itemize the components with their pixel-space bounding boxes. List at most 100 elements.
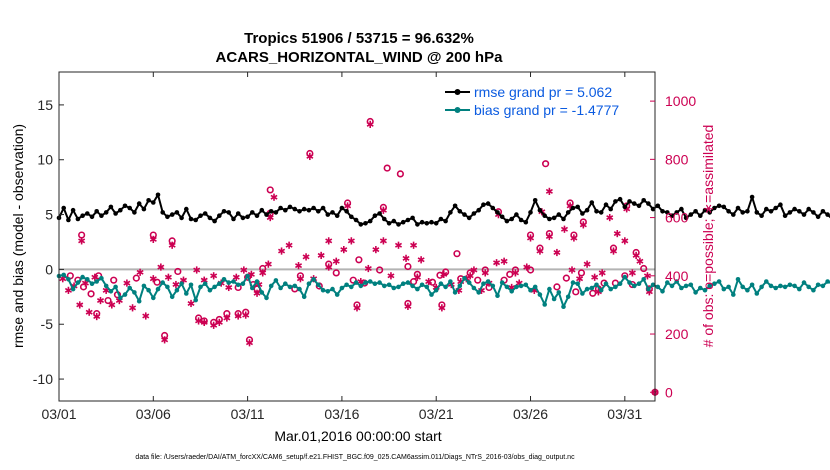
bias-point	[419, 282, 425, 288]
y-axis-left-ticks: -10 -5 0 5 10 15	[33, 97, 64, 387]
rmse-point	[608, 206, 613, 212]
obs-assimilated-marker	[225, 283, 233, 292]
legend-rmse-marker	[454, 89, 461, 95]
bias-point	[429, 292, 434, 297]
bias-point	[598, 287, 604, 293]
obs-possible-marker	[542, 160, 550, 168]
obs-star-stroke	[253, 290, 261, 296]
rmse-point	[735, 205, 741, 211]
rmse-point	[160, 210, 165, 215]
bias-point	[127, 285, 132, 291]
obs-star-stroke	[215, 319, 223, 325]
bias-point	[665, 280, 670, 285]
rmse-point	[193, 217, 198, 223]
x-tick-label: 03/16	[324, 406, 359, 422]
obs-star-stroke	[357, 279, 365, 285]
obs-star-stroke	[500, 258, 508, 264]
obs-assimilated-marker	[591, 273, 599, 281]
rmse-point	[457, 209, 463, 214]
rmse-point	[424, 221, 430, 226]
obs-star-stroke	[394, 242, 403, 248]
obs-star-stroke	[332, 258, 340, 264]
bias-point	[330, 286, 335, 292]
bias-point	[334, 292, 340, 297]
obs-star-stroke	[613, 231, 621, 237]
obs-assimilated-marker	[579, 221, 587, 229]
bias-point	[405, 280, 411, 285]
rmse-point	[202, 211, 208, 216]
obs-assimilated-marker	[425, 278, 433, 286]
obs-star-stroke	[404, 303, 412, 309]
obs-possible-marker	[376, 266, 384, 274]
rmse-point	[820, 209, 826, 214]
rmse-point	[179, 215, 184, 221]
obs-assimilated-marker	[606, 213, 614, 222]
bias-point	[806, 284, 811, 290]
bias-point	[721, 286, 727, 292]
rmse-point	[146, 198, 151, 203]
rmse-point	[528, 210, 533, 215]
bias-point	[452, 290, 458, 295]
rmse-point	[405, 217, 411, 223]
obs-star-stroke	[296, 276, 304, 282]
x-tick-label: 03/06	[136, 406, 171, 422]
rmse-point	[499, 214, 505, 220]
obs-assimilated-marker	[344, 202, 352, 210]
obs-star-stroke	[632, 252, 640, 258]
obs-assimilated-marker	[576, 275, 584, 283]
bias-point	[499, 280, 505, 285]
y-right-tick-label: 1000	[665, 93, 696, 109]
obs-assimilated-marker	[270, 193, 278, 201]
obs-assimilated-marker	[78, 237, 86, 245]
rmse-point	[217, 213, 222, 218]
bias-point	[735, 277, 741, 282]
rmse-point	[650, 206, 656, 212]
plot-frame	[58, 71, 656, 402]
bias-point	[764, 279, 769, 284]
rmse-point	[66, 217, 71, 223]
bias-point	[485, 279, 491, 284]
bias-point	[575, 281, 580, 287]
bias-point	[608, 286, 613, 292]
bias-point	[580, 291, 585, 296]
obs-star-stroke	[195, 318, 203, 324]
obs-possible-marker	[396, 170, 404, 178]
rmse-point	[707, 210, 712, 215]
rmse-point	[165, 214, 170, 220]
rmse-point	[674, 210, 679, 215]
rmse-point	[221, 209, 227, 214]
obs-assimilated-marker	[157, 263, 165, 271]
rmse-point	[745, 209, 750, 214]
obs-assimilated-marker	[253, 289, 261, 297]
obs-assimilated-marker	[379, 237, 387, 245]
rmse-point	[518, 217, 524, 223]
rmse-point	[683, 215, 689, 221]
rmse-point	[235, 211, 241, 216]
rmse-point	[287, 204, 293, 210]
bias-point	[528, 287, 533, 293]
obs-assimilated-marker	[387, 272, 395, 280]
rmse-point	[462, 212, 467, 217]
obs-assimilated-marker	[636, 257, 644, 265]
bias-point	[603, 281, 609, 287]
rmse-point	[556, 212, 562, 217]
bias-point	[283, 281, 288, 287]
rmse-point	[584, 207, 590, 213]
obs-star-stroke	[576, 276, 584, 282]
bias-point	[188, 282, 194, 288]
bias-point	[617, 281, 623, 287]
obs-assimilated-marker	[168, 241, 176, 249]
rmse-point	[547, 216, 552, 222]
bias-point	[641, 277, 646, 282]
bias-point	[160, 280, 165, 285]
obs-star-stroke	[295, 263, 303, 269]
rmse-point	[212, 218, 217, 224]
bias-point	[532, 284, 538, 290]
obs-assimilated-marker	[466, 272, 474, 280]
obs-star-stroke	[366, 121, 374, 127]
obs-star-stroke	[64, 287, 72, 293]
rmse-point	[306, 207, 312, 213]
rmse-point	[231, 216, 236, 222]
obs-assimilated-marker	[379, 206, 387, 214]
rmse-point	[660, 209, 665, 214]
